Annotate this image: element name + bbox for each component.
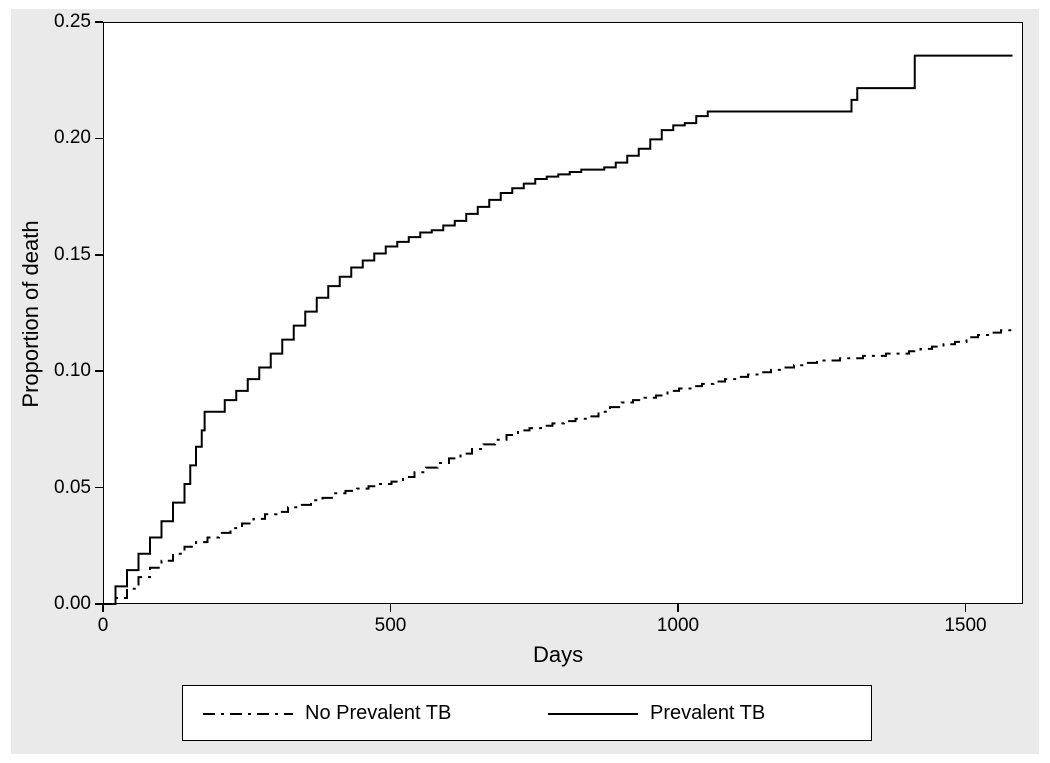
y-tick-label: 0.20 <box>54 127 91 149</box>
x-tick-label: 1500 <box>941 615 991 637</box>
x-tick <box>102 604 104 612</box>
y-tick <box>95 370 103 372</box>
legend-box: No Prevalent TB Prevalent TB <box>182 685 872 741</box>
y-tick <box>95 603 103 605</box>
y-tick <box>95 21 103 23</box>
x-tick <box>965 604 967 612</box>
legend-svg <box>183 686 873 742</box>
series-prevalent-tb <box>104 56 1013 605</box>
chart-container: Proportion of death Days 0 500 1000 1500 0.… <box>0 0 1050 763</box>
y-tick-label: 0.00 <box>54 593 91 615</box>
series-no-prevalent-tb <box>104 330 1013 605</box>
x-tick <box>677 604 679 612</box>
y-axis-title: Proportion of death <box>18 214 44 414</box>
x-tick-label: 0 <box>78 615 128 637</box>
plot-area <box>103 22 1023 604</box>
x-tick-label: 1000 <box>653 615 703 637</box>
y-tick <box>95 487 103 489</box>
y-tick <box>95 254 103 256</box>
y-tick-label: 0.25 <box>54 11 91 33</box>
legend-label: Prevalent TB <box>650 702 765 725</box>
x-tick-label: 500 <box>366 615 416 637</box>
legend-label: No Prevalent TB <box>305 702 451 725</box>
plot-svg <box>104 23 1024 605</box>
y-tick-label: 0.15 <box>54 244 91 266</box>
x-axis-title: Days <box>533 642 583 668</box>
y-tick-label: 0.05 <box>54 477 91 499</box>
y-tick <box>95 138 103 140</box>
y-tick-label: 0.10 <box>54 360 91 382</box>
x-tick <box>390 604 392 612</box>
